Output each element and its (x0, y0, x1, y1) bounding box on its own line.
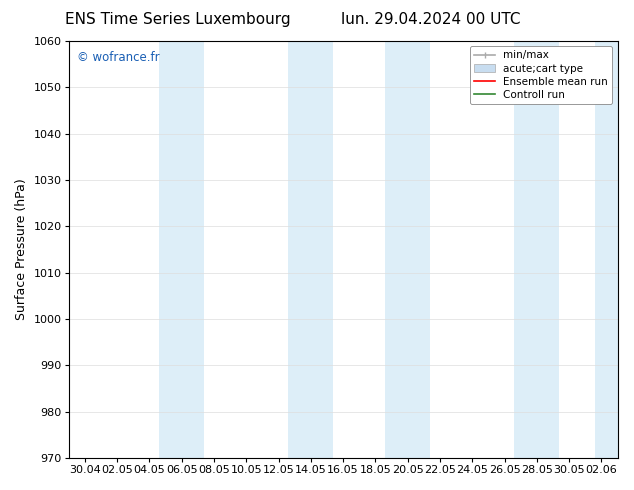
Legend: min/max, acute;cart type, Ensemble mean run, Controll run: min/max, acute;cart type, Ensemble mean … (470, 46, 612, 104)
Text: ENS Time Series Luxembourg: ENS Time Series Luxembourg (65, 12, 290, 27)
Y-axis label: Surface Pressure (hPa): Surface Pressure (hPa) (15, 179, 28, 320)
Bar (288, 41, 333, 458)
Bar (159, 41, 204, 458)
Bar (514, 41, 559, 458)
Text: © wofrance.fr: © wofrance.fr (77, 51, 160, 65)
Bar (385, 41, 430, 458)
Bar (595, 41, 627, 458)
Text: lun. 29.04.2024 00 UTC: lun. 29.04.2024 00 UTC (341, 12, 521, 27)
